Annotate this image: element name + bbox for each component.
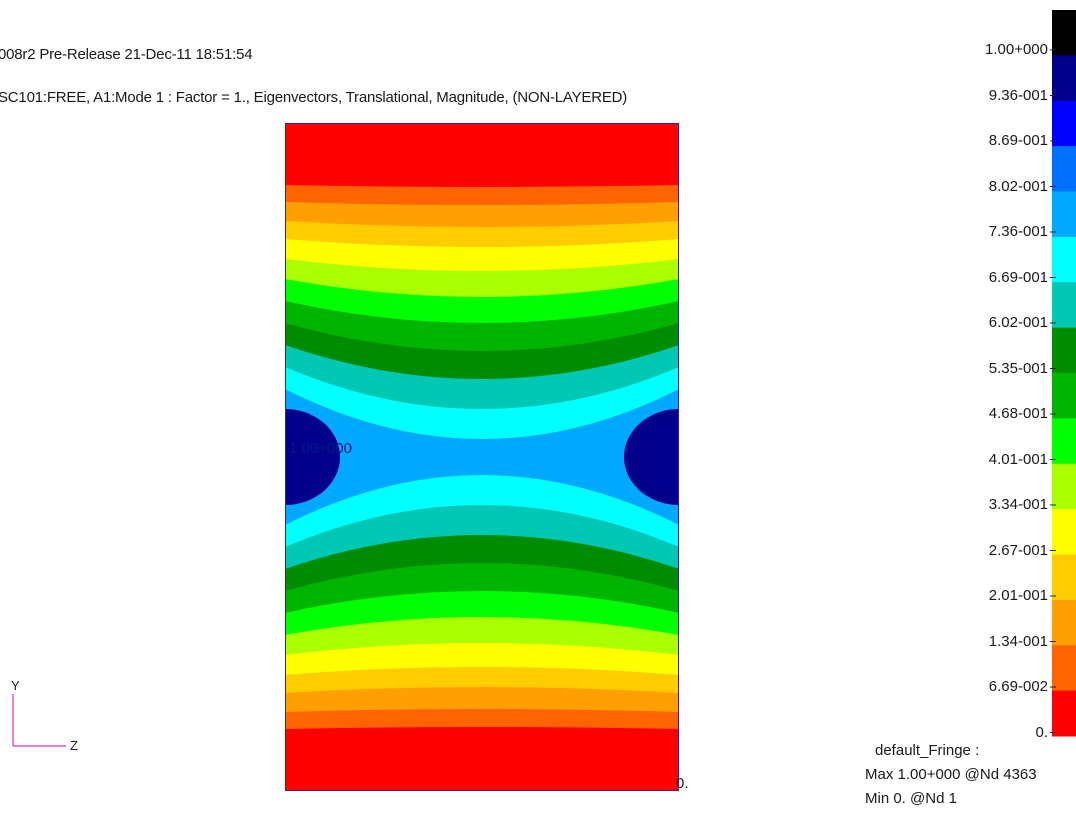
legend-label: 6.69-001: [988, 268, 1048, 286]
peak-lobe: [285, 409, 340, 505]
legend-swatch: [1052, 100, 1076, 147]
fringe-plot: [285, 123, 679, 791]
contour-band: [285, 389, 679, 525]
title-line-2: SC101:FREE, A1:Mode 1 : Factor = 1., Eig…: [0, 89, 628, 106]
legend-swatch: [1052, 373, 1076, 419]
legend-swatch: [1052, 282, 1076, 329]
legend-label: 2.67-001: [988, 541, 1048, 559]
legend-label: 4.01-001: [988, 450, 1048, 468]
legend-label: 4.68-001: [988, 405, 1048, 422]
legend-label: 1.00+000: [985, 41, 1048, 58]
legend-label: 7.36-001: [988, 223, 1048, 240]
z-axis-label: Z: [70, 738, 78, 753]
fringe-min: Min 0. @Nd 1: [865, 790, 957, 807]
max-value-label: 1.00+000: [289, 440, 352, 457]
legend-swatch: [1052, 191, 1076, 238]
legend-swatch: [1052, 418, 1076, 465]
min-value-label: 0.: [676, 775, 689, 792]
legend-label: 5.35-001: [988, 359, 1048, 377]
legend-swatch: [1052, 463, 1076, 510]
legend-label: 1.34-001: [988, 632, 1048, 650]
legend-label: 6.69-002: [988, 678, 1048, 695]
legend-swatch: [1052, 554, 1076, 601]
plot-border: [285, 123, 679, 791]
peak-lobe: [624, 409, 679, 505]
legend-swatch: [1052, 690, 1076, 737]
legend-colorbar: [1050, 10, 1076, 737]
legend-swatch: [1052, 509, 1076, 555]
legend-swatch: [1052, 146, 1076, 192]
legend-label: 0.: [1035, 723, 1048, 741]
legend-swatch: [1052, 327, 1076, 374]
legend-swatch: [1052, 599, 1076, 646]
legend-label: 9.36-001: [988, 86, 1048, 104]
legend-label: 8.02-001: [988, 177, 1048, 195]
fringe-bands: [285, 123, 679, 791]
axis-triad: Y Z: [11, 678, 78, 753]
title-line-1: 008r2 Pre-Release 21-Dec-11 18:51:54: [0, 46, 253, 63]
legend-swatch: [1052, 10, 1076, 56]
legend-label: 8.69-001: [988, 132, 1048, 149]
legend-swatch: [1052, 236, 1076, 283]
legend-swatch: [1052, 55, 1076, 102]
legend-label: 6.02-001: [988, 314, 1048, 331]
legend-label: 3.34-001: [988, 496, 1048, 513]
legend-label: 2.01-001: [988, 587, 1048, 604]
legend-swatch: [1052, 645, 1076, 692]
fringe-max: Max 1.00+000 @Nd 4363: [865, 766, 1037, 783]
y-axis-label: Y: [11, 678, 20, 693]
fringe-title: default_Fringe :: [875, 742, 980, 759]
